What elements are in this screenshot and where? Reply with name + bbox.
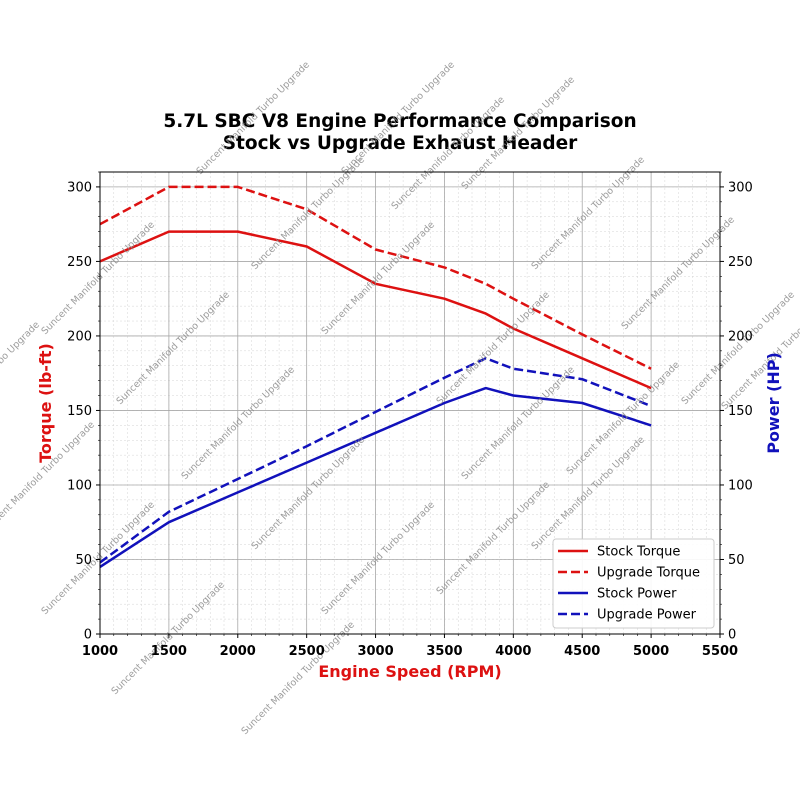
series-line-stock-torque bbox=[99, 230, 652, 390]
watermark-text: Suncent Manifold Turbo Upgrade bbox=[109, 579, 227, 697]
y-left-tick-label: 150 bbox=[67, 404, 92, 419]
y-left-tick-label: 100 bbox=[67, 478, 92, 493]
y-axis-right-label: Power (HP) bbox=[764, 352, 783, 454]
y-axis-left-label: Torque (lb-ft) bbox=[36, 343, 55, 463]
y-left-tick-label: 0 bbox=[84, 628, 92, 643]
series-layer bbox=[99, 185, 652, 568]
plot-frame bbox=[99, 171, 721, 635]
x-axis-label: Engine Speed (RPM) bbox=[318, 662, 501, 681]
watermark-text: Suncent Manifold Turbo Upgrade bbox=[249, 434, 367, 552]
watermark-text: Suncent Manifold Turbo Upgrade bbox=[39, 499, 157, 617]
x-tick-label: 4500 bbox=[564, 644, 600, 659]
x-tick-label: 5000 bbox=[633, 644, 669, 659]
y-right-tick-label: 0 bbox=[728, 628, 736, 643]
chart-title-group: 5.7L SBC V8 Engine Performance Compariso… bbox=[163, 111, 636, 154]
legend: Stock Torque Upgrade Torque Stock Power Upg… bbox=[552, 538, 715, 629]
chart-subtitle: Stock vs Upgrade Exhaust Header bbox=[223, 133, 578, 154]
series-line-upgrade-power bbox=[99, 357, 652, 564]
x-tick-label: 3500 bbox=[426, 644, 462, 659]
watermark-text: Suncent Manifold Turbo Upgrade bbox=[39, 219, 157, 337]
watermark-text: Suncent Manifold Turbo Upgrade bbox=[319, 499, 437, 617]
y-right-tick-label: 200 bbox=[728, 329, 753, 344]
y-right-tick-label: 50 bbox=[728, 553, 745, 568]
y-left-tick-label: 200 bbox=[67, 329, 92, 344]
chart-title: 5.7L SBC V8 Engine Performance Compariso… bbox=[163, 111, 636, 132]
x-tick-label: 1000 bbox=[82, 644, 118, 659]
series-line-stock-power bbox=[99, 386, 652, 568]
watermark-text: Suncent Manifold Turbo Upgrade bbox=[459, 364, 577, 482]
y-right-tick-label: 100 bbox=[728, 478, 753, 493]
legend-label-stock-torque: Stock Torque bbox=[597, 545, 680, 560]
y-left-tick-label: 300 bbox=[67, 180, 92, 195]
x-tick-label: 4000 bbox=[495, 644, 531, 659]
series-line-upgrade-torque bbox=[99, 185, 652, 370]
x-tick-label: 5500 bbox=[702, 644, 738, 659]
watermark-text: Suncent Manifold Turbo Upgrade bbox=[114, 289, 232, 407]
watermark-text: Suncent Manifold Turbo Upgrade bbox=[179, 364, 297, 482]
ticks-layer: 1000 1500 2000 2500 3000 3500 4000 4500 5000 5500… bbox=[67, 171, 753, 659]
x-tick-label: 2000 bbox=[220, 644, 256, 659]
axes-layer bbox=[99, 171, 721, 635]
watermark-text: Suncent Manifold Turbo Upgrade bbox=[319, 219, 437, 337]
x-tick-label: 3000 bbox=[357, 644, 393, 659]
x-tick-label: 1500 bbox=[151, 644, 187, 659]
legend-label-stock-power: Stock Power bbox=[597, 587, 677, 602]
y-left-tick-label: 250 bbox=[67, 255, 92, 270]
y-right-tick-label: 250 bbox=[728, 255, 753, 270]
legend-label-upgrade-power: Upgrade Power bbox=[597, 608, 697, 623]
legend-label-upgrade-torque: Upgrade Torque bbox=[597, 566, 700, 581]
y-right-tick-label: 150 bbox=[728, 404, 753, 419]
legend-box bbox=[552, 538, 715, 629]
x-tick-label: 2500 bbox=[289, 644, 325, 659]
y-left-tick-label: 50 bbox=[75, 553, 92, 568]
y-right-tick-label: 300 bbox=[728, 180, 753, 195]
